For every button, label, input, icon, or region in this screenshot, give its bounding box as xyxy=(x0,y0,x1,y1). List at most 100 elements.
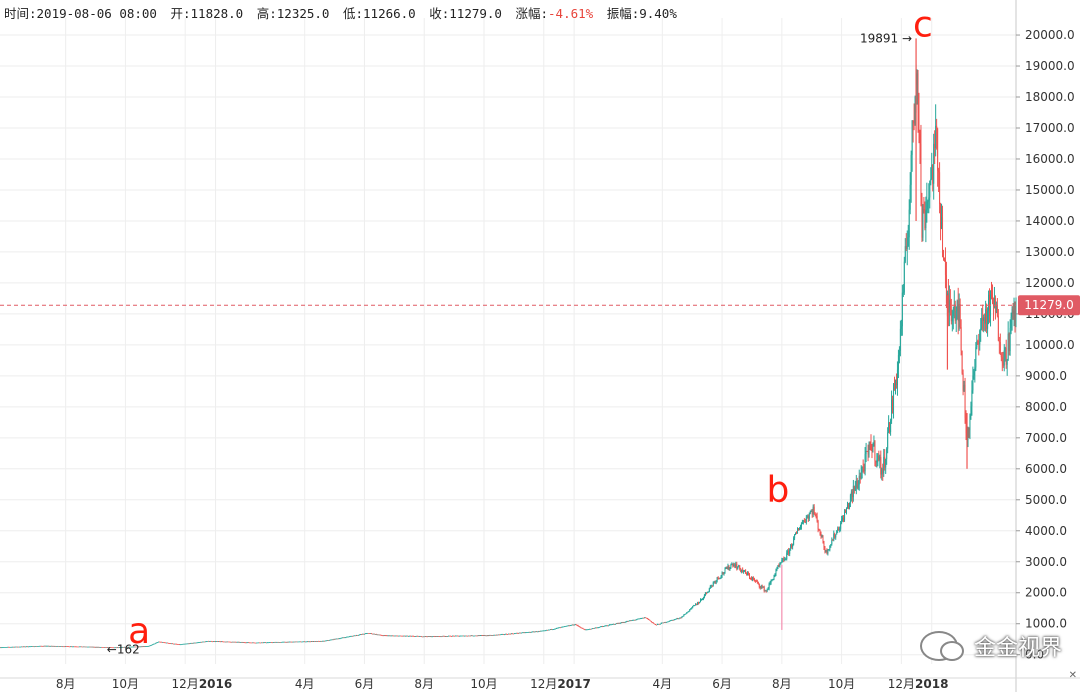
scale-toggle-icon[interactable]: ✕ xyxy=(1068,670,1077,681)
candle-body xyxy=(343,637,345,639)
candle xyxy=(653,623,655,625)
candle-body xyxy=(717,577,719,579)
candle-body xyxy=(70,646,72,648)
candle-body xyxy=(279,642,281,643)
candle-body xyxy=(427,636,429,637)
candle-body xyxy=(397,635,399,637)
candle-body xyxy=(351,635,353,637)
candle xyxy=(499,634,501,636)
candle xyxy=(778,563,780,568)
candle xyxy=(15,646,17,648)
candle xyxy=(208,640,210,642)
candle-body xyxy=(366,633,368,634)
candle xyxy=(939,162,941,214)
candle xyxy=(974,359,976,383)
candle-body xyxy=(948,299,950,313)
candle-body xyxy=(652,622,654,624)
candle-body xyxy=(342,637,344,639)
candle-body xyxy=(676,618,678,620)
candle xyxy=(364,633,366,635)
candle-body xyxy=(875,460,877,463)
candle-body xyxy=(643,617,645,619)
candle xyxy=(27,646,29,648)
candle-body xyxy=(117,647,119,649)
candle xyxy=(695,603,697,606)
candle-body xyxy=(62,646,64,648)
candle xyxy=(612,623,614,625)
candle-body xyxy=(215,641,217,643)
candle-body xyxy=(112,647,114,649)
candle-body xyxy=(94,646,96,648)
candle-body xyxy=(703,594,705,598)
candle xyxy=(219,641,221,643)
candle-body xyxy=(156,642,158,644)
candle-body xyxy=(294,641,296,643)
candle xyxy=(313,641,315,642)
candle xyxy=(349,636,351,638)
candle-body xyxy=(667,621,669,623)
candle xyxy=(671,619,673,621)
candle-body xyxy=(699,602,701,604)
candle xyxy=(520,632,522,634)
candle xyxy=(120,647,122,648)
candle-body xyxy=(887,432,889,449)
candle-body xyxy=(817,521,819,529)
candle xyxy=(387,635,389,637)
candle xyxy=(664,621,666,623)
candle xyxy=(489,634,491,636)
candle-body xyxy=(575,624,577,626)
candle-body xyxy=(450,635,452,637)
candle-body xyxy=(64,646,66,648)
candle-body xyxy=(227,641,229,643)
candle-body xyxy=(22,646,24,648)
candle-body xyxy=(582,627,584,629)
candle-body xyxy=(919,134,921,145)
candle xyxy=(601,626,603,628)
candle xyxy=(584,628,586,631)
candle xyxy=(567,625,569,627)
candle-body xyxy=(317,641,319,642)
candle-body xyxy=(577,625,579,627)
candle-body xyxy=(271,642,273,644)
candle xyxy=(296,641,298,643)
candle xyxy=(661,622,663,624)
candle xyxy=(710,584,712,589)
candle xyxy=(582,627,584,629)
candle-body xyxy=(226,641,228,643)
candle xyxy=(440,636,442,638)
candle xyxy=(483,635,485,636)
candle-body xyxy=(192,642,194,644)
candle xyxy=(445,636,447,638)
candle-body xyxy=(528,632,530,633)
candle xyxy=(495,634,497,636)
candle xyxy=(592,628,594,629)
candle xyxy=(478,635,480,637)
candle xyxy=(191,642,193,644)
candle xyxy=(568,625,570,627)
candle-body xyxy=(836,530,838,535)
candle xyxy=(141,646,143,648)
candle-body xyxy=(6,646,8,648)
candle-body xyxy=(179,644,181,646)
candle xyxy=(836,530,838,535)
candle xyxy=(328,640,330,641)
candle-body xyxy=(353,635,355,637)
candle xyxy=(25,646,27,648)
candle-body xyxy=(326,640,328,642)
candle xyxy=(467,635,469,637)
candle xyxy=(3,647,5,648)
candle-body xyxy=(933,143,935,184)
candle-body xyxy=(430,636,432,638)
candle xyxy=(888,415,890,434)
candle-body xyxy=(370,633,372,634)
candle-body xyxy=(502,634,504,635)
candle xyxy=(800,522,802,530)
candle-body xyxy=(803,520,805,523)
candle xyxy=(681,616,683,619)
candle-body xyxy=(235,641,237,643)
candle xyxy=(290,641,292,643)
candle xyxy=(1004,346,1006,362)
candle-body xyxy=(885,459,887,468)
candle-body xyxy=(364,633,366,635)
